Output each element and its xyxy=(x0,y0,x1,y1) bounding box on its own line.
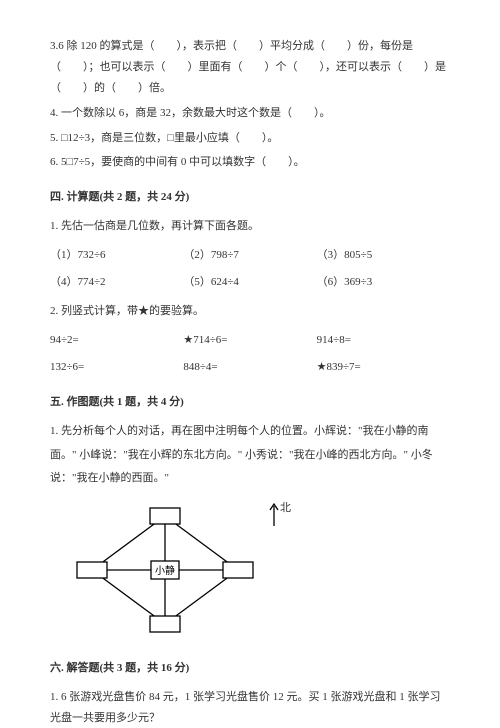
sec4-p2-lead: 2. 列竖式计算，带★的要验算。 xyxy=(50,301,450,322)
calc-item: ★714÷6= xyxy=(183,330,316,351)
section-6-title: 六. 解答题(共 3 题，共 16 分) xyxy=(50,658,450,679)
calc-item: （2）798÷7 xyxy=(183,245,316,266)
calc-item: （5）624÷4 xyxy=(183,272,316,293)
north-label: 北 xyxy=(280,498,291,519)
calc-item: 914÷8= xyxy=(317,330,450,351)
calc-item: 132÷6= xyxy=(50,357,183,378)
sec4-p1-lead: 1. 先估一估商是几位数，再计算下面各题。 xyxy=(50,216,450,237)
sec4-p1-row1: （1）732÷6 （2）798÷7 （3）805÷5 xyxy=(50,245,450,266)
calc-item: （6）369÷3 xyxy=(317,272,450,293)
question-6: 6. 5□7÷5，要使商的中间有 0 中可以填数字（ ）。 xyxy=(50,152,450,173)
sec6-p1: 1. 6 张游戏光盘售价 84 元，1 张学习光盘售价 12 元。买 1 张游戏… xyxy=(50,687,450,728)
calc-item: （3）805÷5 xyxy=(317,245,450,266)
calc-item: ★839÷7= xyxy=(317,357,450,378)
sec4-p2-row2: 132÷6= 848÷4= ★839÷7= xyxy=(50,357,450,378)
question-5: 5. □12÷3，商是三位数，□里最小应填（ ）。 xyxy=(50,128,450,149)
section-5-title: 五. 作图题(共 1 题，共 4 分) xyxy=(50,392,450,413)
center-label: 小静 xyxy=(155,564,175,577)
sec4-p2-row1: 94÷2= ★714÷6= 914÷8= xyxy=(50,330,450,351)
question-4: 4. 一个数除以 6，商是 32，余数最大时这个数是（ ）。 xyxy=(50,103,450,124)
position-diagram: 小静 xyxy=(70,500,260,640)
north-indicator: 北 xyxy=(266,500,291,519)
calc-item: （4）774÷2 xyxy=(50,272,183,293)
calc-item: 848÷4= xyxy=(183,357,316,378)
section-4-title: 四. 计算题(共 2 题，共 24 分) xyxy=(50,187,450,208)
sec5-p1: 1. 先分析每个人的对话，再在图中注明每个人的位置。小辉说："我在小静的南面。"… xyxy=(50,420,450,489)
sec4-p1-row2: （4）774÷2 （5）624÷4 （6）369÷3 xyxy=(50,272,450,293)
calc-item: 94÷2= xyxy=(50,330,183,351)
calc-item: （1）732÷6 xyxy=(50,245,183,266)
question-3: 3.6 除 120 的算式是（ ），表示把（ ）平均分成（ ）份，每份是（ ）；… xyxy=(50,36,450,99)
diagram-wrap: 小静 北 xyxy=(70,500,450,640)
